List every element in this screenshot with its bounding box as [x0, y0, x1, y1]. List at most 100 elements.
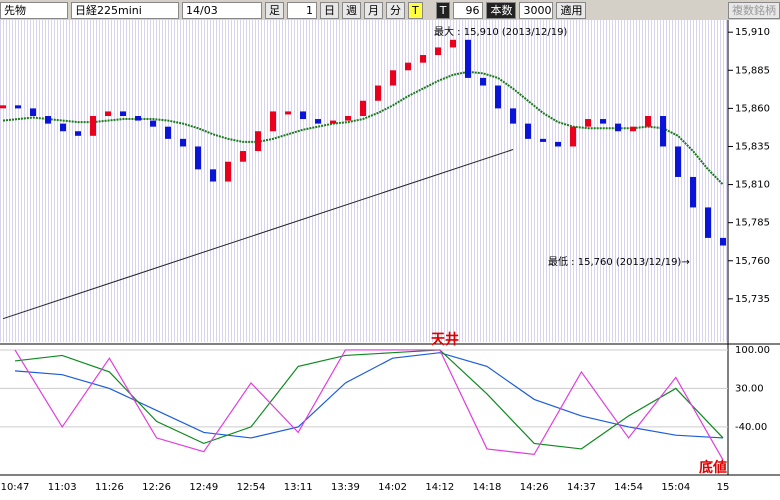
candle — [630, 126, 636, 132]
x-tick-label: 15:04 — [661, 482, 690, 493]
candle — [210, 169, 216, 182]
symbol-select[interactable]: 日経225mini — [71, 1, 179, 19]
candle — [720, 237, 726, 246]
x-tick-label: 10:47 — [1, 482, 30, 493]
candle — [30, 108, 36, 116]
min-annotation: 最低 : 15,760 (2013/12/19)→ — [548, 255, 690, 268]
candle — [645, 116, 651, 127]
bar-size[interactable]: 1 — [287, 1, 317, 19]
candle — [465, 39, 471, 78]
candle — [105, 111, 111, 116]
y-tick-label: 15,860 — [735, 103, 770, 114]
candle — [555, 141, 561, 147]
period-minute[interactable]: 分 — [386, 1, 405, 19]
x-tick-label: 12:54 — [237, 482, 266, 493]
top-annotation: 天井 — [431, 331, 459, 348]
candle — [495, 85, 501, 109]
candle — [135, 116, 141, 121]
candle — [435, 47, 441, 56]
x-tick-label: 14:37 — [567, 482, 596, 493]
count-label: 本数 — [486, 1, 517, 19]
y-tick-label: 15,785 — [735, 218, 770, 229]
y-tick-label: 30.00 — [735, 383, 764, 394]
x-tick-label: 14:18 — [473, 482, 502, 493]
y-tick-label: 15,760 — [735, 256, 770, 267]
candle — [660, 116, 666, 147]
candle — [15, 105, 21, 109]
x-tick-label: 14:26 — [520, 482, 549, 493]
candle — [0, 105, 6, 109]
candle — [405, 62, 411, 71]
candle — [285, 111, 291, 115]
y-tick-label: -40.00 — [735, 422, 767, 433]
count2-input[interactable]: 3000 — [519, 1, 554, 19]
y-tick-label: 15,910 — [735, 27, 770, 38]
candle — [90, 116, 96, 136]
count-input[interactable]: 96 — [453, 1, 484, 19]
candle — [675, 146, 681, 177]
ma-line — [2, 70, 724, 186]
candle — [300, 111, 306, 120]
candle — [600, 119, 606, 124]
x-tick-label: 14:54 — [614, 482, 643, 493]
candle — [345, 116, 351, 121]
x-tick-label: 13:11 — [284, 482, 313, 493]
candle — [450, 39, 456, 48]
candle — [690, 176, 696, 208]
candle — [45, 116, 51, 124]
tick-label: T — [435, 1, 451, 19]
candle — [180, 138, 186, 147]
candle — [330, 120, 336, 124]
candle — [360, 100, 366, 116]
candle — [150, 120, 156, 127]
period-week[interactable]: 週 — [342, 1, 361, 19]
candle — [375, 85, 381, 101]
x-tick-label: 14:12 — [425, 482, 454, 493]
candle — [165, 126, 171, 139]
osc-line — [14, 349, 724, 450]
bar-label: 足 — [265, 1, 284, 19]
y-tick-label: 15,810 — [735, 180, 770, 191]
candle — [480, 77, 486, 86]
contract-select[interactable]: 14/03 — [182, 1, 262, 19]
chart: 15,910 15,885 15,860 15,835 15,810 15,785 15,7… — [0, 20, 780, 493]
candle — [75, 131, 81, 136]
apply-button[interactable]: 適用 — [556, 1, 587, 19]
x-tick-label: 15 — [717, 482, 730, 493]
candle — [240, 151, 246, 162]
x-tick-label: 14:02 — [378, 482, 407, 493]
candle — [420, 55, 426, 63]
candle — [315, 119, 321, 124]
x-tick-label: 11:03 — [48, 482, 77, 493]
period-day[interactable]: 日 — [320, 1, 339, 19]
osc-line — [14, 349, 724, 461]
candle — [570, 126, 576, 147]
candle — [255, 131, 261, 152]
ma-line — [2, 149, 514, 320]
x-tick-label: 11:26 — [95, 482, 124, 493]
candle — [270, 111, 276, 132]
period-month[interactable]: 月 — [364, 1, 383, 19]
toolbar: 先物 日経225mini 14/03 足 1 日 週 月 分 T T 96 本数… — [0, 0, 780, 20]
y-tick-label: 15,835 — [735, 141, 770, 152]
candle — [510, 108, 516, 124]
candle — [390, 70, 396, 86]
candle — [585, 119, 591, 127]
x-tick-label: 13:39 — [331, 482, 360, 493]
candle — [705, 207, 711, 238]
y-tick-label: 100.00 — [735, 345, 770, 356]
x-tick-label: 12:26 — [142, 482, 171, 493]
chart-bg — [0, 20, 728, 342]
multi-button[interactable]: 複数銘柄 — [728, 1, 780, 19]
candle — [120, 111, 126, 116]
candle — [525, 123, 531, 139]
y-tick-label: 15,735 — [735, 294, 770, 305]
y-tick-label: 15,885 — [735, 65, 770, 76]
candle — [60, 123, 66, 132]
market-select[interactable]: 先物 — [0, 1, 68, 19]
tick-button[interactable]: T — [408, 1, 423, 19]
candle — [195, 146, 201, 170]
candle — [225, 161, 231, 182]
osc-line — [14, 352, 724, 439]
